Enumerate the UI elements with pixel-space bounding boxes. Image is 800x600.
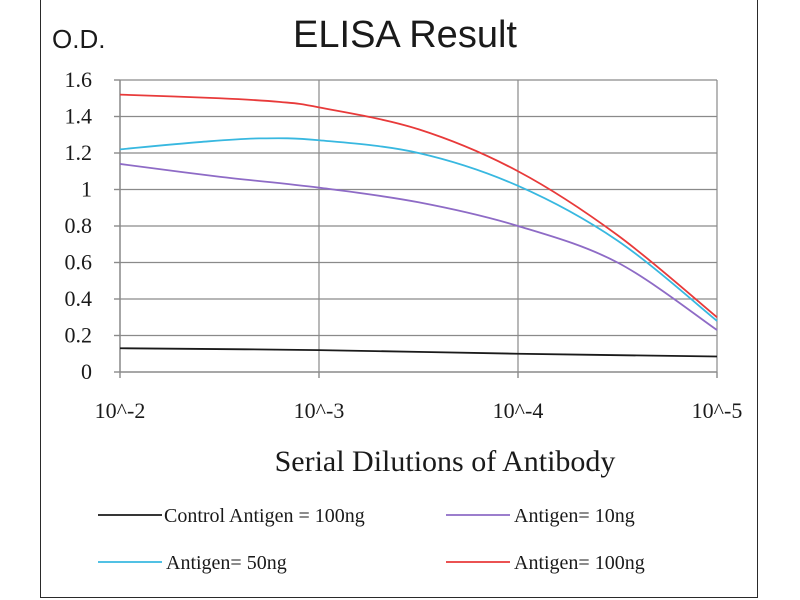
- x-tick-label: 10^-4: [493, 398, 544, 423]
- legend: Control Antigen = 100ng Antigen= 10ng Anti…: [98, 505, 645, 574]
- y-tick-label: 0.8: [65, 213, 93, 238]
- series-line-4: [119, 93, 718, 318]
- series-line-2: [119, 163, 718, 331]
- y-tick-label: 0.6: [65, 250, 93, 275]
- y-tick-label: 0.4: [65, 286, 93, 311]
- series-layer: [119, 93, 718, 358]
- y-tick-label: 1.6: [65, 67, 93, 92]
- y-tick-label: 1.4: [65, 104, 93, 129]
- legend-label-2: Antigen= 10ng: [514, 505, 635, 527]
- legend-label-1: Control Antigen = 100ng: [164, 505, 365, 527]
- x-tick-label: 10^-3: [294, 398, 345, 423]
- y-tick-label: 1: [81, 177, 92, 202]
- legend-label-3: Antigen= 50ng: [166, 552, 287, 574]
- x-axis-label: Serial Dilutions of Antibody: [275, 445, 616, 478]
- chart-title: ELISA Result: [293, 14, 517, 56]
- y-axis-label: O.D.: [52, 24, 105, 54]
- x-tick-label: 10^-2: [95, 398, 146, 423]
- y-tick-label: 0.2: [65, 323, 93, 348]
- axis-layer: 0 0.2 0.4 0.6 0.8 1 1.2 1.4 1.6 10^-2 10^-3 10^-4 10…: [65, 67, 743, 423]
- grid-layer: [119, 79, 718, 372]
- series-line-1: [119, 347, 718, 358]
- y-tick-label: 1.2: [65, 140, 93, 165]
- legend-label-4: Antigen= 100ng: [514, 552, 645, 574]
- x-tick-label: 10^-5: [692, 398, 743, 423]
- y-tick-label: 0: [81, 359, 92, 384]
- series-line-3: [119, 137, 718, 322]
